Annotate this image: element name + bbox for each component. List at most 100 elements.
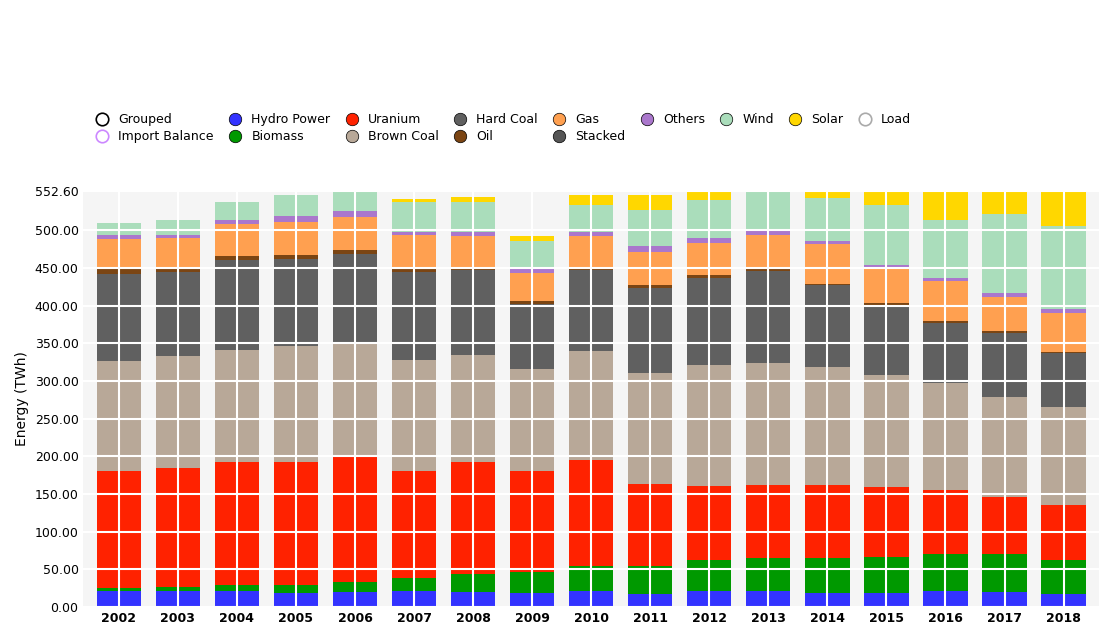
Bar <box>864 593 909 607</box>
Bar <box>97 360 141 470</box>
Bar <box>451 197 496 202</box>
Bar <box>392 202 437 232</box>
Bar <box>97 274 141 360</box>
Bar <box>569 267 614 270</box>
Bar <box>924 591 968 607</box>
Bar <box>510 470 555 572</box>
Bar <box>97 236 141 239</box>
Bar <box>97 269 141 274</box>
Bar <box>510 304 555 369</box>
Bar <box>983 292 1027 296</box>
Bar <box>333 189 378 211</box>
Bar <box>569 591 614 607</box>
Bar <box>215 256 260 260</box>
Bar <box>805 558 850 593</box>
Bar <box>746 169 791 192</box>
Bar <box>746 269 791 271</box>
Bar <box>274 346 319 462</box>
Bar <box>569 236 614 267</box>
Bar <box>392 273 437 360</box>
Bar <box>746 591 791 607</box>
Bar <box>983 592 1027 607</box>
Bar <box>864 487 909 557</box>
Bar <box>451 267 496 270</box>
Bar <box>451 462 496 574</box>
Bar <box>628 484 673 566</box>
Bar <box>983 497 1027 554</box>
Bar <box>451 232 496 236</box>
Bar <box>628 288 673 372</box>
Bar <box>687 486 732 561</box>
Bar <box>687 200 732 237</box>
Bar <box>924 323 968 383</box>
Bar <box>746 558 791 591</box>
Bar <box>569 566 614 591</box>
Bar <box>510 369 555 470</box>
Bar <box>924 321 968 323</box>
Bar <box>333 253 378 342</box>
Bar <box>746 235 791 269</box>
Legend: Grouped, Import Balance, Hydro Power, Biomass, Uranium, Brown Coal, Hard Coal, O: Grouped, Import Balance, Hydro Power, Bi… <box>89 113 911 143</box>
Bar <box>569 232 614 236</box>
Bar <box>97 591 141 607</box>
Bar <box>628 566 673 595</box>
Bar <box>924 383 968 490</box>
Bar <box>333 250 378 253</box>
Bar <box>628 252 673 285</box>
Bar <box>687 591 732 607</box>
Bar <box>687 275 732 278</box>
Bar <box>274 222 319 255</box>
Bar <box>215 462 260 585</box>
Bar <box>687 278 732 365</box>
Bar <box>451 270 496 355</box>
Bar <box>924 490 968 554</box>
Bar <box>451 592 496 607</box>
Bar <box>333 456 378 582</box>
Bar <box>569 205 614 232</box>
Bar <box>687 243 732 275</box>
Bar <box>215 260 260 350</box>
Bar <box>392 360 437 472</box>
Bar <box>510 301 555 304</box>
Bar <box>1042 309 1086 313</box>
Bar <box>215 220 260 224</box>
Bar <box>687 561 732 591</box>
Bar <box>864 176 909 205</box>
Bar <box>156 220 201 235</box>
Bar <box>274 195 319 216</box>
Bar <box>392 198 437 202</box>
Bar <box>628 210 673 246</box>
Bar <box>333 216 378 250</box>
Bar <box>864 557 909 593</box>
Bar <box>805 198 850 241</box>
Bar <box>746 271 791 363</box>
Bar <box>156 591 201 607</box>
Bar <box>746 192 791 231</box>
Bar <box>924 554 968 591</box>
Bar <box>687 180 732 200</box>
Bar <box>274 593 319 607</box>
Bar <box>451 574 496 592</box>
Bar <box>97 223 141 236</box>
Bar <box>1042 506 1086 559</box>
Y-axis label: Energy (TWh): Energy (TWh) <box>14 351 29 446</box>
Bar <box>274 216 319 222</box>
Bar <box>97 470 141 588</box>
Bar <box>983 397 1027 497</box>
Bar <box>805 593 850 607</box>
Bar <box>983 214 1027 292</box>
Bar <box>392 472 437 578</box>
Bar <box>628 246 673 252</box>
Bar <box>510 269 555 273</box>
Bar <box>924 282 968 321</box>
Bar <box>569 351 614 460</box>
Bar <box>156 356 201 468</box>
Bar <box>628 285 673 288</box>
Bar <box>392 578 437 591</box>
Bar <box>805 284 850 285</box>
Bar <box>1042 226 1086 309</box>
Bar <box>628 372 673 484</box>
Bar <box>924 191 968 220</box>
Bar <box>451 236 496 267</box>
Bar <box>274 585 319 593</box>
